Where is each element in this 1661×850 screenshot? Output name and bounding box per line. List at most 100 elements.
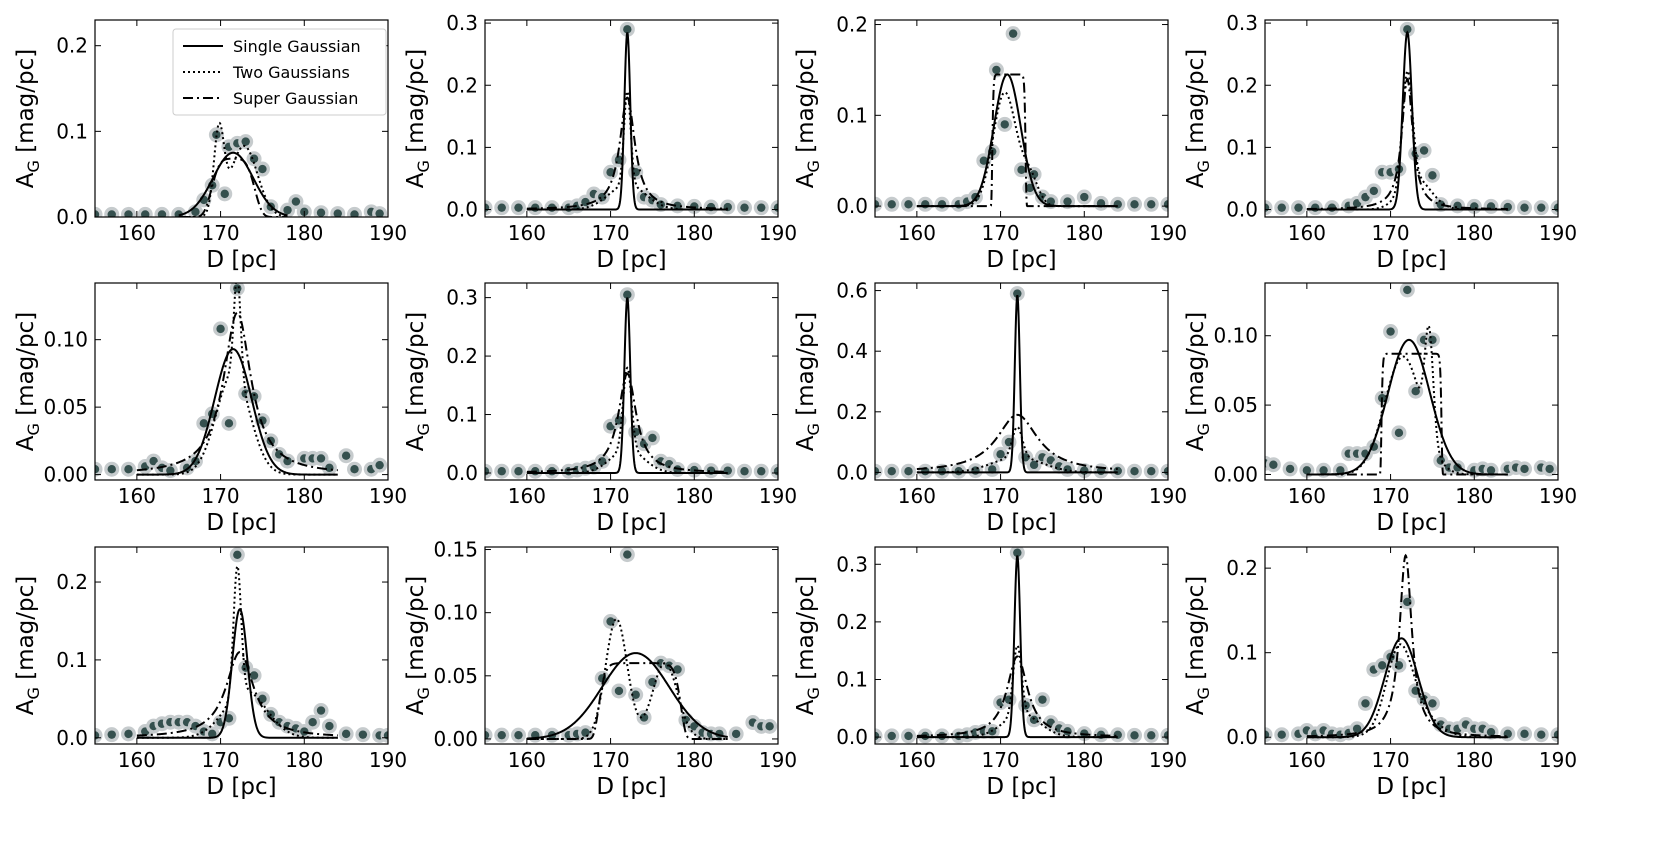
data-point: [623, 550, 632, 559]
data-point: [979, 156, 989, 165]
data-point: [904, 731, 913, 741]
x-tick-label: 180: [1455, 748, 1493, 772]
x-tick-label: 170: [591, 748, 629, 772]
data-point: [1311, 203, 1320, 212]
data-point: [224, 419, 234, 428]
data-point: [1419, 146, 1429, 155]
y-tick-label: 0.1: [836, 103, 868, 127]
x-tick-label: 180: [285, 484, 323, 508]
panel-7: 160 170 180 190 0.0 0.2 0.4 0.6 D [pc] AG [mag/pc…: [793, 279, 1187, 536]
axes-frame: [94, 19, 389, 218]
y-tick-label: 0.0: [1226, 725, 1258, 749]
y-tick-label: 0.2: [1226, 556, 1258, 580]
y-tick-label: 0.0: [446, 198, 478, 222]
data-points: [1265, 21, 1558, 216]
x-tick-label: 180: [675, 221, 713, 245]
x-axis-label: D [pc]: [1376, 510, 1446, 536]
data-point: [690, 722, 699, 731]
y-tick-label: 0.10: [43, 328, 88, 352]
data-point: [887, 731, 896, 741]
data-point: [1486, 727, 1496, 737]
data-point: [341, 729, 351, 739]
data-point: [1147, 467, 1156, 476]
fit-single-gaussian: [916, 73, 1118, 208]
y-axis-label: AG [mag/pc]: [793, 312, 823, 452]
data-point: [1013, 548, 1022, 557]
legend-label-two: Two Gaussians: [232, 63, 350, 82]
legend-label-super: Super Gaussian: [233, 89, 358, 108]
y-tick-label: 0.2: [446, 73, 478, 97]
fit-two-gaussian: [1306, 643, 1508, 739]
fit-two-gaussian: [1306, 324, 1508, 476]
data-point: [1520, 464, 1529, 474]
data-point: [1147, 200, 1156, 209]
data-point: [757, 203, 766, 212]
data-point: [1336, 466, 1345, 475]
data-point: [904, 467, 913, 476]
y-tick-label: 0.3: [1226, 11, 1258, 35]
y-tick-label: 0.0: [56, 205, 88, 229]
data-point: [765, 722, 774, 731]
panel-2: 160 170 180 190 0.0 0.1 0.2 0.3 D [pc] AG [mag/pc…: [403, 11, 797, 273]
x-tick-label: 190: [1539, 221, 1577, 245]
axes-frame: [484, 282, 779, 481]
data-point: [124, 465, 133, 474]
data-point: [1147, 731, 1156, 740]
y-tick-label: 0.05: [1213, 393, 1258, 417]
data-point: [107, 465, 116, 474]
axes-frame: [874, 546, 1169, 745]
data-point: [1403, 285, 1412, 295]
data-point: [1486, 466, 1496, 475]
fit-curves: [526, 297, 728, 474]
axes-frame: [1264, 546, 1559, 745]
data-point: [258, 694, 267, 704]
data-point: [656, 200, 665, 209]
data-point: [149, 456, 158, 466]
axes-frame: [874, 19, 1169, 218]
x-tick-label: 160: [508, 484, 546, 508]
panel-6: 160 170 180 190 0.0 0.1 0.2 0.3 D [pc] AG [mag/pc…: [403, 282, 797, 536]
y-axis-label: AG [mag/pc]: [1183, 49, 1213, 189]
data-point: [233, 550, 242, 559]
y-axis-label: AG [mag/pc]: [1183, 576, 1213, 716]
data-point: [1008, 29, 1018, 38]
data-point: [1163, 467, 1168, 476]
x-tick-label: 170: [1371, 748, 1409, 772]
data-point: [1394, 428, 1404, 438]
data-point: [341, 451, 351, 460]
panel-1: 160 170 180 190 0.0 0.1 0.2 D [pc] AG [mag/pc]: [13, 19, 407, 273]
data-point: [1285, 464, 1295, 474]
fit-curves: [136, 283, 338, 476]
y-axis-label: AG [mag/pc]: [1183, 312, 1213, 452]
data-point: [249, 154, 259, 163]
x-tick-label: 190: [759, 748, 797, 772]
y-tick-label: 0.0: [56, 726, 88, 750]
data-point: [1545, 464, 1554, 474]
y-tick-label: 0.2: [836, 13, 868, 37]
data-point: [1302, 466, 1312, 475]
x-tick-label: 160: [1288, 748, 1326, 772]
x-tick-label: 190: [1539, 484, 1577, 508]
x-tick-label: 190: [1539, 748, 1577, 772]
fit-curves: [1306, 324, 1508, 476]
x-tick-label: 160: [508, 748, 546, 772]
y-tick-label: 0.3: [446, 11, 478, 35]
data-point: [191, 207, 200, 217]
data-point: [1403, 25, 1412, 34]
data-point: [497, 467, 506, 476]
data-point: [212, 130, 221, 139]
data-point: [937, 200, 947, 209]
fit-two-gaussian: [136, 283, 338, 476]
x-tick-label: 180: [1065, 748, 1103, 772]
data-point: [1269, 460, 1278, 469]
fit-two-gaussian: [526, 366, 728, 474]
y-axis-label: AG [mag/pc]: [13, 312, 43, 452]
data-point: [1013, 289, 1022, 298]
data-point: [673, 665, 682, 674]
data-point: [1029, 715, 1039, 725]
fit-two-gaussian: [526, 617, 728, 740]
data-point: [1113, 466, 1122, 476]
x-tick-label: 170: [591, 484, 629, 508]
fit-two-gaussian: [916, 644, 1118, 739]
y-tick-label: 0.1: [56, 648, 88, 672]
